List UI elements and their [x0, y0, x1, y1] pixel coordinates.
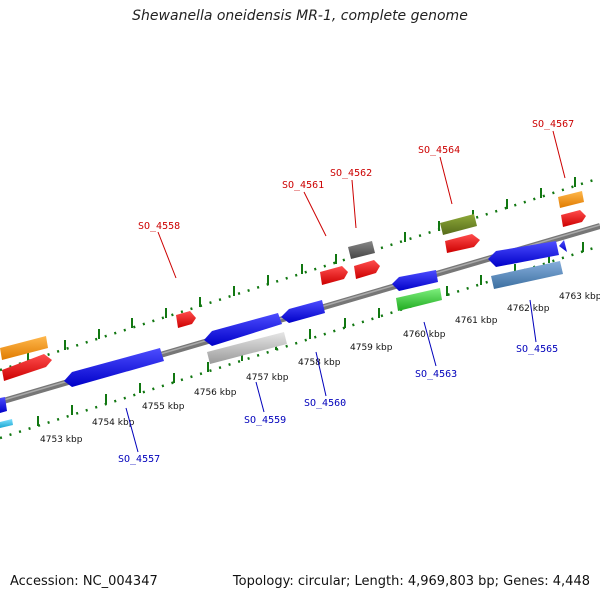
tick-label: 4754 kbp	[92, 418, 135, 428]
feature-blue[interactable]	[392, 270, 438, 291]
feature-blue[interactable]	[64, 348, 164, 387]
feature-blue[interactable]	[488, 241, 559, 267]
feature-red[interactable]	[320, 266, 348, 285]
gene-label-top[interactable]: SO_4558	[138, 221, 180, 232]
tick-label: 4760 kbp	[403, 330, 446, 340]
feature-orange[interactable]	[558, 191, 584, 208]
tick-label: 4759 kbp	[350, 343, 393, 353]
gene-label-bottom[interactable]: SO_4563	[415, 369, 457, 380]
gene-label-top[interactable]: SO_4567	[532, 119, 574, 130]
feature-red[interactable]	[354, 260, 380, 279]
tick-label: 4762 kbp	[507, 304, 550, 314]
feature-red[interactable]	[561, 210, 586, 227]
feature-cyan[interactable]	[0, 419, 13, 428]
feature-blue[interactable]	[281, 300, 325, 323]
feature-blue[interactable]	[204, 313, 282, 346]
feature-silver[interactable]	[207, 332, 287, 364]
gene-label-bottom[interactable]: SO_4560	[304, 398, 346, 409]
feature-red[interactable]	[445, 234, 480, 253]
feature-olive[interactable]	[440, 214, 477, 235]
gene-label-bottom[interactable]: SO_4565	[516, 344, 558, 355]
bottom-leader-lines	[125, 299, 537, 453]
feature-steelblue[interactable]	[491, 261, 563, 289]
feature-blue[interactable]	[0, 397, 7, 413]
feature-blue[interactable]	[559, 240, 567, 252]
tick-label: 4763 kbp	[559, 292, 600, 302]
feature-green[interactable]	[396, 288, 442, 311]
feature-red[interactable]	[176, 311, 196, 328]
lower-major-ticks	[37, 242, 584, 426]
topology-text: Topology: circular; Length: 4,969,803 bp…	[232, 574, 590, 589]
tick-label: 4753 kbp	[40, 435, 83, 445]
tick-label: 4758 kbp	[298, 358, 341, 368]
accession-text: Accession: NC_004347	[10, 574, 158, 589]
gene-label-top[interactable]: SO_4562	[330, 168, 372, 179]
tick-label: 4756 kbp	[194, 388, 237, 398]
top-gene-labels: SO_4558 SO_4561 SO_4562 SO_4564 SO_4567	[138, 119, 574, 232]
gene-label-bottom[interactable]: SO_4557	[118, 454, 160, 465]
feature-gray[interactable]	[348, 241, 375, 259]
feature-orange[interactable]	[0, 336, 48, 360]
reverse-strand-features	[0, 240, 567, 428]
upper-major-ticks	[27, 177, 576, 362]
tick-label: 4755 kbp	[142, 402, 185, 412]
gene-label-top[interactable]: SO_4561	[282, 180, 324, 191]
tick-label: 4761 kbp	[455, 316, 498, 326]
tick-label: 4757 kbp	[246, 373, 289, 383]
map-title: Shewanella oneidensis MR-1, complete gen…	[132, 8, 468, 24]
feature-red[interactable]	[2, 354, 52, 381]
gene-label-top[interactable]: SO_4564	[418, 145, 460, 156]
bottom-gene-labels: SO_4557 SO_4559 SO_4560 SO_4563 SO_4565	[118, 344, 558, 465]
forward-strand-features	[0, 191, 586, 381]
gene-label-bottom[interactable]: SO_4559	[244, 415, 286, 426]
tick-labels: 4753 kbp 4754 kbp 4755 kbp 4756 kbp 4757…	[40, 292, 600, 445]
top-leader-lines	[157, 130, 566, 279]
